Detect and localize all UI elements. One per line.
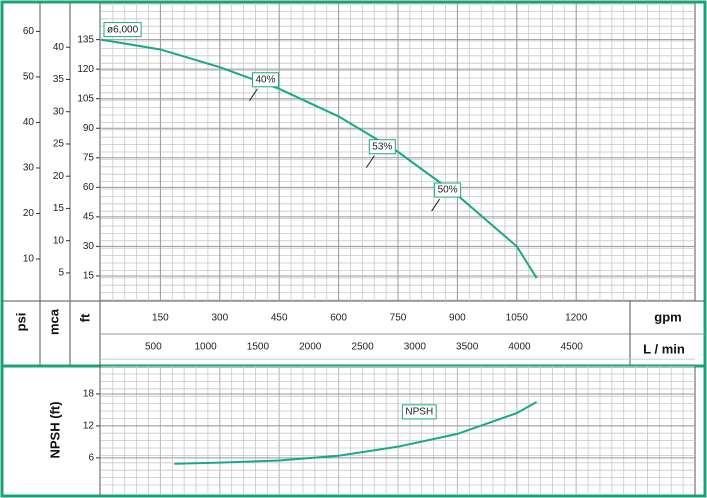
- annotation-box: [434, 182, 462, 198]
- x2-tick-label: 3500: [456, 342, 479, 353]
- y3-tick-label: 50: [23, 72, 35, 83]
- y3-tick-label: 30: [23, 163, 35, 174]
- x-tick-label: 300: [211, 313, 228, 324]
- x-tick-label: 600: [330, 313, 347, 324]
- y-tick-label: 12: [83, 421, 95, 432]
- npsh-axis-label: NPSH (ft): [47, 401, 62, 458]
- y-tick-label: 120: [77, 64, 94, 75]
- y3-tick-label: 20: [23, 208, 35, 219]
- annotation-tick: [249, 88, 258, 102]
- y-tick-label: 45: [83, 212, 95, 223]
- y-tick-label: 60: [83, 182, 95, 193]
- x2-tick-label: 4000: [508, 342, 531, 353]
- y3-axis-label: psi: [13, 313, 28, 332]
- series-label: NPSH: [405, 407, 433, 418]
- y-tick-label: 75: [83, 152, 95, 163]
- curve: [174, 401, 538, 465]
- x2-tick-label: 2500: [351, 342, 374, 353]
- x-tick-label: 750: [390, 313, 407, 324]
- x-tick-label: 1200: [565, 313, 588, 324]
- y3-tick-label: 40: [23, 117, 35, 128]
- y-tick-label: 135: [77, 34, 94, 45]
- y2-tick-label: 5: [58, 268, 64, 279]
- x-tick-label: 150: [152, 313, 169, 324]
- y-tick-label: 90: [83, 123, 95, 134]
- annotation-box: [368, 139, 396, 155]
- y2-axis-label: mca: [46, 308, 61, 335]
- annotation-label: 40%: [255, 74, 275, 85]
- y2-tick-label: 20: [53, 171, 65, 182]
- curve: [100, 38, 538, 279]
- label-box: [401, 404, 437, 420]
- x2-tick-label: 4500: [561, 342, 584, 353]
- annotation-tick: [365, 155, 375, 169]
- y2-tick-label: 30: [53, 106, 65, 117]
- x2-tick-label: 500: [145, 342, 162, 353]
- x2-axis-label: L / min: [643, 341, 685, 356]
- y2-tick-label: 25: [53, 139, 65, 150]
- annotation-tick: [431, 198, 441, 212]
- x2-tick-label: 2000: [299, 342, 322, 353]
- y2-tick-label: 35: [53, 74, 65, 85]
- x2-tick-label: 1500: [247, 342, 270, 353]
- annotation-label: 50%: [438, 185, 458, 196]
- annotation-label: 53%: [372, 141, 392, 152]
- y2-tick-label: 10: [53, 235, 65, 246]
- y-tick-label: 6: [88, 452, 94, 463]
- y-tick-label: 30: [83, 241, 95, 252]
- x2-tick-label: 1000: [194, 342, 217, 353]
- x-tick-label: 900: [449, 313, 466, 324]
- y2-tick-label: 40: [53, 42, 65, 53]
- annotation-box: [251, 72, 279, 88]
- x-axis-label: gpm: [654, 309, 681, 324]
- y-tick-label: 105: [77, 93, 94, 104]
- y3-tick-label: 60: [23, 26, 35, 37]
- y-axis-label: ft: [77, 313, 92, 322]
- y-tick-label: 18: [83, 389, 95, 400]
- y-tick-label: 15: [83, 271, 95, 282]
- series-label: ø6,000: [107, 24, 139, 35]
- label-box: [103, 22, 142, 38]
- x-tick-label: 450: [271, 313, 288, 324]
- y2-tick-label: 15: [53, 203, 65, 214]
- x2-tick-label: 3000: [404, 342, 427, 353]
- x-tick-label: 1050: [506, 313, 529, 324]
- y3-tick-label: 10: [23, 254, 35, 265]
